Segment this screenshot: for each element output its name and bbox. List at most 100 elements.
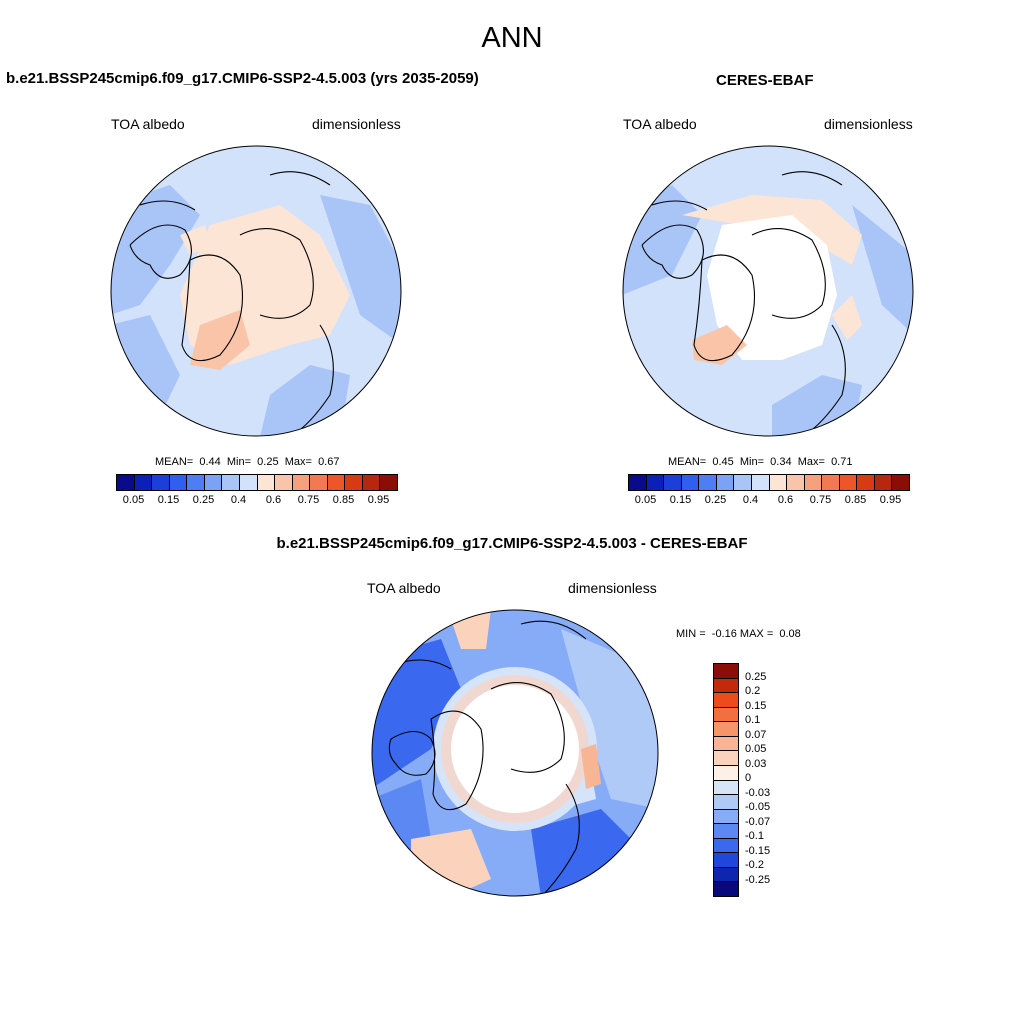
colorbar-tick-label: 0.2 xyxy=(745,685,761,697)
colorbar-swatch xyxy=(716,475,735,490)
colorbar-swatch xyxy=(892,475,909,490)
colorbar-swatch xyxy=(257,475,276,490)
colorbar-tick-label: 0.15 xyxy=(745,699,767,712)
colorbar-swatch xyxy=(714,780,738,796)
colorbar-swatch xyxy=(664,475,682,490)
colorbar-tick-label: 0.85 xyxy=(844,494,867,506)
colorbar-tick-label: 0.95 xyxy=(367,494,390,506)
colorbar-tick-label: -0.25 xyxy=(745,873,771,886)
obs-variable-label: TOA albedo xyxy=(623,116,697,132)
obs-units-label: dimensionless xyxy=(824,116,913,132)
model-colorbar-ticks: 0.05 0.15 0.25 0.4 0.6 0.75 0.85 0.95 xyxy=(116,494,396,508)
model-colorbar xyxy=(116,474,398,491)
colorbar-swatch xyxy=(714,882,738,896)
colorbar-swatch xyxy=(714,824,738,839)
colorbar-swatch xyxy=(714,736,738,752)
colorbar-tick-label: 0.25 xyxy=(192,494,215,506)
diff-stats: MIN = -0.16 MAX = 0.08 xyxy=(676,628,801,640)
colorbar-tick-label: 0.07 xyxy=(745,728,767,741)
colorbar-swatch xyxy=(714,838,738,854)
colorbar-tick-label: 0.95 xyxy=(879,494,902,506)
colorbar-swatch xyxy=(239,475,258,490)
colorbar-tick-label: 0 xyxy=(745,772,752,784)
colorbar-tick-label: 0.03 xyxy=(745,757,767,770)
diff-units-label: dimensionless xyxy=(568,580,657,596)
colorbar-tick-label: -0.2 xyxy=(745,859,764,871)
colorbar-swatch xyxy=(714,664,738,679)
colorbar-tick-label: 0.6 xyxy=(777,494,794,506)
colorbar-swatch xyxy=(629,475,647,490)
colorbar-swatch xyxy=(714,853,738,868)
diff-colorbar xyxy=(713,663,739,897)
figure-title: ANN xyxy=(481,22,543,54)
obs-panel-title: CERES-EBAF xyxy=(716,72,814,89)
colorbar-tick-label: -0.05 xyxy=(745,801,771,813)
colorbar-swatch xyxy=(380,475,397,490)
colorbar-swatch xyxy=(292,475,311,490)
colorbar-swatch xyxy=(857,475,875,490)
model-stats: MEAN= 0.44 Min= 0.25 Max= 0.67 xyxy=(155,456,340,468)
colorbar-swatch xyxy=(804,475,823,490)
colorbar-swatch xyxy=(187,475,205,490)
colorbar-swatch xyxy=(874,475,893,490)
colorbar-tick-label: 0.75 xyxy=(809,494,832,506)
colorbar-swatch xyxy=(714,678,738,694)
colorbar-swatch xyxy=(714,867,738,883)
colorbar-swatch xyxy=(714,795,738,810)
colorbar-swatch xyxy=(714,722,738,737)
colorbar-swatch xyxy=(714,707,738,723)
colorbar-swatch xyxy=(275,475,293,490)
colorbar-tick-label: -0.03 xyxy=(745,786,771,799)
model-units-label: dimensionless xyxy=(312,116,401,132)
diff-panel-title: b.e21.BSSP245cmip6.f09_g17.CMIP6-SSP2-4.… xyxy=(276,535,748,552)
colorbar-tick-label: 0.05 xyxy=(745,743,767,755)
colorbar-swatch xyxy=(839,475,858,490)
colorbar-swatch xyxy=(204,475,223,490)
colorbar-swatch xyxy=(769,475,788,490)
colorbar-swatch xyxy=(169,475,188,490)
obs-stats: MEAN= 0.45 Min= 0.34 Max= 0.71 xyxy=(668,456,853,468)
diff-colorbar-ticks: 0.25 0.2 0.15 0.1 0.07 0.05 0.03 0 -0.03 -0.05 -0.… xyxy=(745,663,785,895)
colorbar-tick-label: -0.1 xyxy=(745,830,764,842)
colorbar-tick-label: 0.4 xyxy=(230,494,247,506)
colorbar-tick-label: 0.85 xyxy=(332,494,355,506)
colorbar-tick-label: 0.15 xyxy=(669,494,692,506)
colorbar-tick-label: 0.15 xyxy=(157,494,180,506)
colorbar-swatch xyxy=(714,765,738,781)
colorbar-tick-label: 0.1 xyxy=(745,714,761,726)
colorbar-tick-label: 0.25 xyxy=(704,494,727,506)
colorbar-swatch xyxy=(362,475,381,490)
colorbar-tick-label: 0.4 xyxy=(742,494,759,506)
obs-colorbar-ticks: 0.05 0.15 0.25 0.4 0.6 0.75 0.85 0.95 xyxy=(628,494,908,508)
colorbar-swatch xyxy=(714,809,738,825)
colorbar-swatch xyxy=(345,475,363,490)
colorbar-swatch xyxy=(117,475,135,490)
colorbar-swatch xyxy=(327,475,346,490)
colorbar-tick-label: 0.25 xyxy=(745,670,767,683)
model-polar-map xyxy=(110,145,402,437)
colorbar-swatch xyxy=(222,475,240,490)
colorbar-tick-label: -0.07 xyxy=(745,815,771,828)
model-panel-title: b.e21.BSSP245cmip6.f09_g17.CMIP6-SSP2-4.… xyxy=(6,70,479,87)
obs-colorbar xyxy=(628,474,910,491)
colorbar-tick-label: -0.15 xyxy=(745,844,771,857)
colorbar-tick-label: 0.75 xyxy=(297,494,320,506)
colorbar-swatch xyxy=(681,475,700,490)
colorbar-swatch xyxy=(152,475,170,490)
colorbar-swatch xyxy=(646,475,665,490)
colorbar-swatch xyxy=(134,475,153,490)
colorbar-tick-label: 0.05 xyxy=(122,494,145,506)
colorbar-swatch xyxy=(714,693,738,708)
colorbar-swatch xyxy=(751,475,770,490)
colorbar-swatch xyxy=(714,751,738,766)
diff-polar-map xyxy=(371,609,659,897)
colorbar-swatch xyxy=(787,475,805,490)
colorbar-tick-label: 0.6 xyxy=(265,494,282,506)
obs-polar-map xyxy=(622,145,914,437)
colorbar-swatch xyxy=(310,475,328,490)
colorbar-tick-label: 0.05 xyxy=(634,494,657,506)
colorbar-swatch xyxy=(699,475,717,490)
colorbar-swatch xyxy=(822,475,840,490)
model-variable-label: TOA albedo xyxy=(111,116,185,132)
colorbar-swatch xyxy=(734,475,752,490)
